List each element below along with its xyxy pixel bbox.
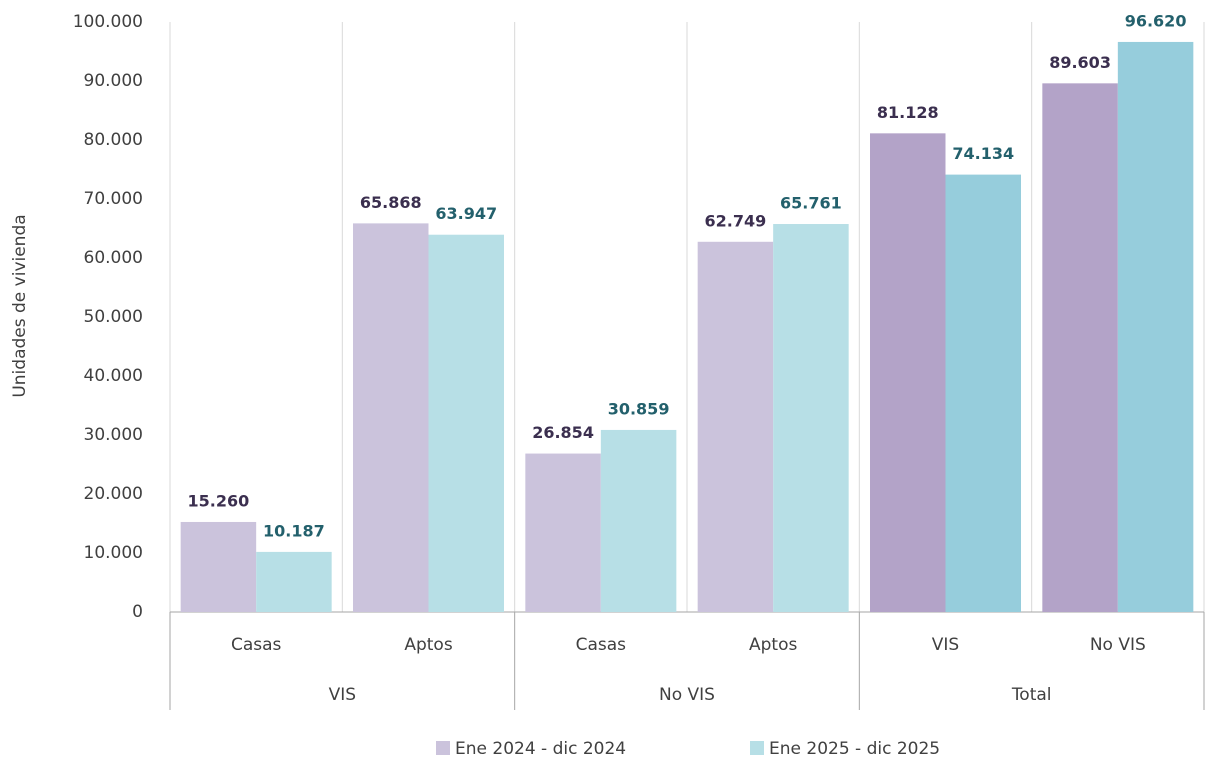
y-tick-label: 10.000: [84, 543, 143, 563]
x-tick-label: Aptos: [404, 635, 452, 655]
bar: [870, 133, 946, 613]
bar: [1117, 41, 1194, 612]
bar: [1042, 83, 1118, 613]
bar: [600, 429, 677, 612]
y-tick-label: 0: [132, 602, 143, 622]
bar: [773, 224, 849, 612]
group-label: Total: [1011, 685, 1052, 705]
y-tick-label: 50.000: [84, 307, 143, 327]
data-label: 74.134: [952, 144, 1014, 163]
y-tick-label: 80.000: [84, 130, 143, 150]
x-tick-label: Casas: [231, 635, 282, 655]
data-label: 30.859: [608, 399, 670, 418]
x-tick-label: VIS: [932, 635, 959, 655]
legend-label: Ene 2025 - dic 2025: [769, 739, 940, 759]
x-tick-label: Casas: [576, 635, 627, 655]
x-tick-label: Aptos: [749, 635, 797, 655]
bar: [353, 223, 429, 613]
y-tick-label: 30.000: [84, 425, 143, 445]
legend-label: Ene 2024 - dic 2024: [455, 739, 626, 759]
y-tick-label: 20.000: [84, 484, 143, 504]
data-label: 26.854: [532, 423, 594, 442]
y-axis-label: Unidades de vivienda: [10, 214, 30, 397]
data-label: 65.761: [780, 194, 842, 213]
data-label: 81.128: [877, 103, 939, 122]
legend-swatch: [750, 741, 764, 755]
data-label: 96.620: [1125, 11, 1187, 30]
bar: [945, 174, 1021, 612]
legend-swatch: [436, 741, 450, 755]
data-label: 63.947: [435, 204, 497, 223]
group-label: VIS: [329, 685, 356, 705]
y-tick-label: 70.000: [84, 189, 143, 209]
data-label: 62.749: [705, 211, 767, 230]
data-label: 89.603: [1049, 53, 1111, 72]
y-tick-label: 100.000: [73, 12, 143, 32]
group-label: No VIS: [659, 685, 715, 705]
bar: [525, 453, 601, 612]
bar: [428, 234, 504, 612]
y-tick-label: 40.000: [84, 366, 143, 386]
data-label: 15.260: [188, 491, 250, 510]
bar: [180, 521, 257, 612]
data-label: 10.187: [263, 521, 325, 540]
x-tick-label: No VIS: [1090, 635, 1146, 655]
data-label: 65.868: [360, 193, 422, 212]
bar: [256, 551, 332, 612]
bar: [697, 241, 774, 613]
y-tick-label: 90.000: [84, 71, 143, 91]
y-tick-label: 60.000: [84, 248, 143, 268]
